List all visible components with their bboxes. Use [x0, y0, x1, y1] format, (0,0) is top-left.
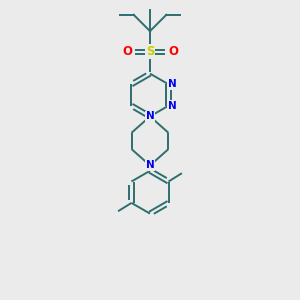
Text: O: O: [122, 45, 132, 58]
Text: N: N: [168, 101, 176, 111]
Text: N: N: [146, 160, 154, 170]
Text: S: S: [146, 45, 154, 58]
Text: N: N: [146, 111, 154, 122]
Text: O: O: [168, 45, 178, 58]
Text: N: N: [168, 79, 176, 89]
